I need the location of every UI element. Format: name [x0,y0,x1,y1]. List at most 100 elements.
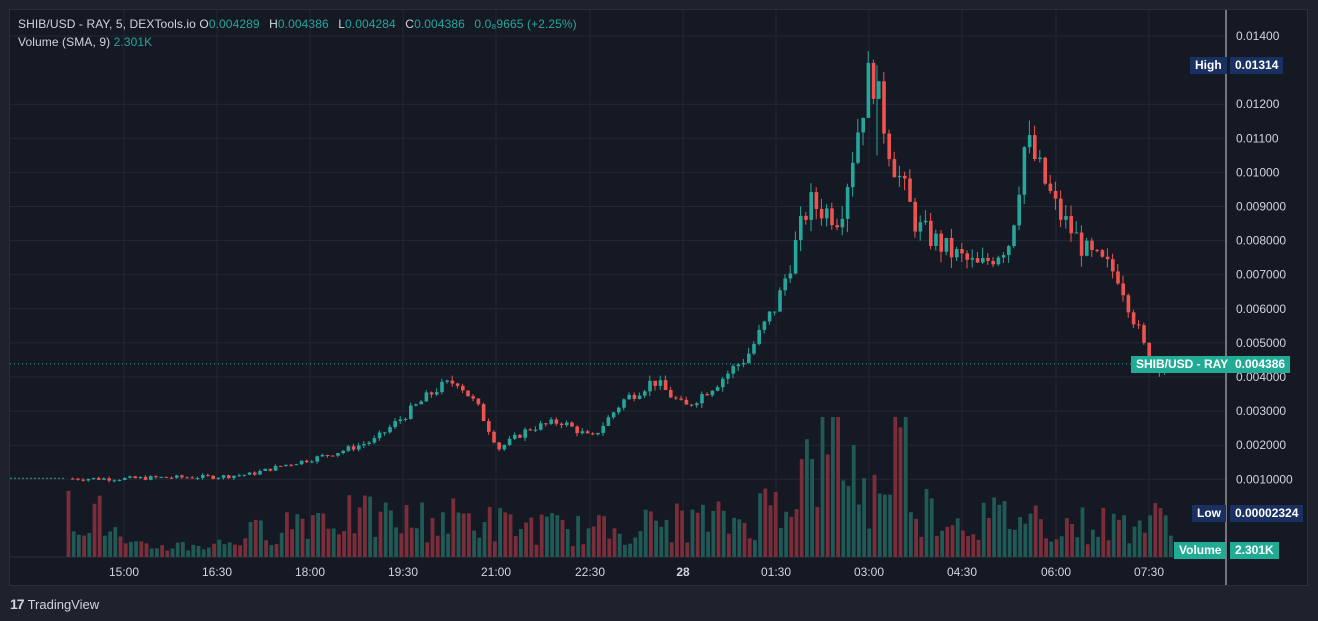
y-tick-label: 0.01100 [1236,131,1279,145]
volume-bar [534,544,539,557]
y-tick-label: 0.007000 [1236,268,1286,282]
candle-body [263,468,267,471]
y-tick-label: 0.008000 [1236,234,1286,248]
open-value: 0.004289 [208,17,260,31]
volume-bar [675,503,679,557]
volume-bar [456,512,461,557]
volume-bar [841,480,846,557]
volume-bar [893,417,898,557]
candle-body [840,218,845,228]
volume-bar [981,502,986,557]
volume-bar [201,549,206,557]
volume-bar [1169,535,1173,557]
candle-body [1137,324,1141,326]
volume-indicator-value: 2.301K [113,35,153,49]
candle-body [341,450,345,454]
volume-bar [997,504,1002,557]
volume-bar [1111,513,1116,557]
candle-body [549,419,553,424]
candle-body [788,273,793,279]
volume-bar [300,518,305,557]
candle-body [1121,283,1125,296]
volume-bar [186,550,190,557]
volume-indicator-label[interactable]: Volume (SMA, 9) [18,35,111,49]
symbol-title[interactable]: SHIB/USD - RAY, 5, DEXTools.io [18,17,196,31]
candle-body [705,394,709,396]
candle-body [445,380,449,382]
volume-bar [654,520,658,557]
change-value: 0.0₈9665 (+2.25%) [474,17,577,31]
volume-bar [1132,526,1137,557]
candle-body [575,426,579,434]
candle-body [258,470,262,475]
candle-body [1085,240,1089,256]
candle-body [419,401,423,405]
candle-body [1079,232,1084,256]
candle-body [180,475,184,478]
candle-body [528,429,533,431]
candle-body [643,391,647,396]
y-tick-label: 0.004000 [1236,370,1286,384]
volume-bar [191,544,196,557]
volume-bar [508,514,513,557]
volume-bar [1080,507,1085,557]
candle-body [97,477,101,480]
volume-bar [711,510,716,557]
volume-bar [467,513,471,557]
candle-body [913,201,917,232]
chart-frame[interactable] [9,9,1308,586]
x-tick-label: 28 [676,565,690,579]
volume-bar [404,505,409,557]
candle-body [461,385,465,391]
candle-body [611,412,616,418]
candle-body [923,220,928,223]
candle-body [544,423,548,425]
tradingview-logo[interactable]: 17 TradingView [10,596,99,612]
candle-body [892,159,897,178]
volume-bar [1163,515,1168,557]
volume-bar [701,504,705,557]
candle-body [1038,157,1042,160]
candle-body [71,478,75,480]
candle-body [216,477,221,479]
candle-body [799,215,803,241]
candle-body [133,476,137,479]
candle-body [721,378,725,388]
volume-bar [196,545,201,557]
candle-body [289,464,293,466]
volume-bar [539,514,544,557]
volume-bar [274,544,279,557]
candle-body [1090,240,1094,250]
candle-body [305,460,309,463]
volume-bar [581,544,586,557]
volume-bar [857,504,861,557]
volume-bar [851,445,856,557]
candle-body [991,260,995,265]
x-tick-label: 18:00 [295,565,325,579]
candle-body [783,278,787,291]
candle-body [299,460,304,465]
candle-body [279,465,283,467]
volume-bar [295,514,300,557]
candle-body [632,394,637,399]
candle-body [112,480,117,482]
volume-bar [243,538,248,557]
volume-bar [560,519,565,557]
candle-body [539,423,543,430]
candle-body [851,162,855,188]
candle-body [143,476,148,480]
volume-bar [591,526,596,557]
volume-bar [747,538,752,557]
candle-body [908,178,912,202]
low-tag-value: 0.00002324 [1230,505,1304,522]
candle-body [570,422,574,427]
volume-bar [451,498,456,557]
open-key: O [199,17,209,31]
x-tick-label: 21:00 [481,565,511,579]
candle-body [778,290,782,312]
candle-body [637,395,642,399]
volume-bar [170,548,175,557]
candle-body [627,394,631,400]
tradingview-logo-text: TradingView [27,596,100,612]
